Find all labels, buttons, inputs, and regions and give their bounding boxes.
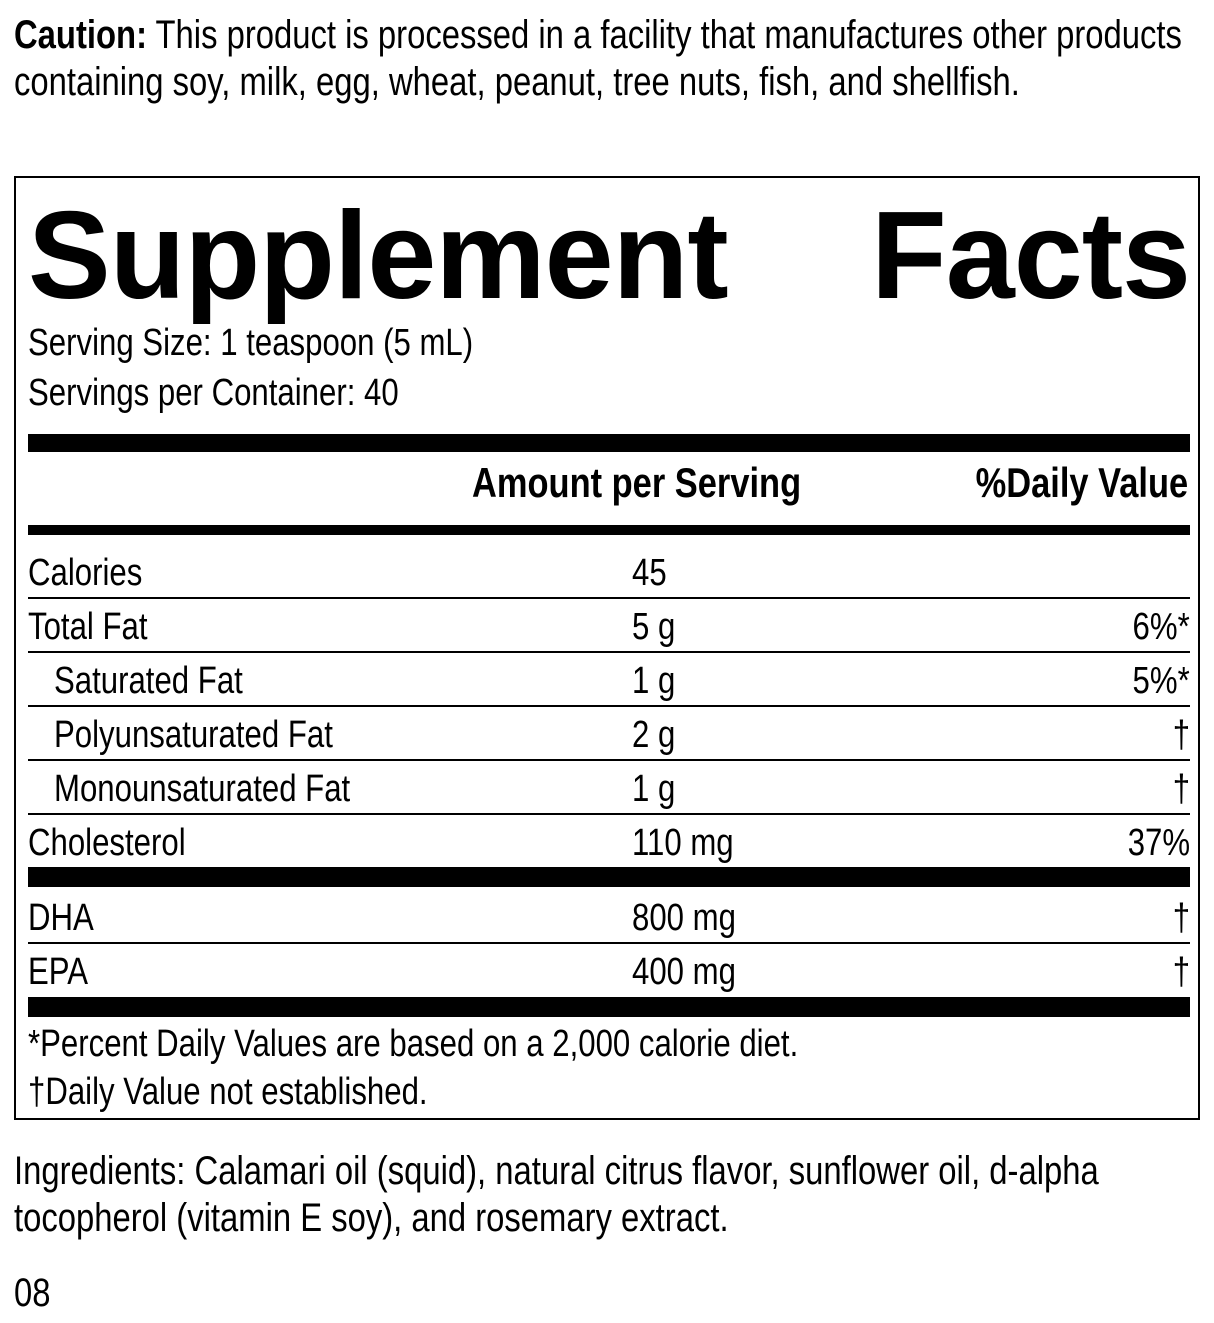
nutrient-row: Monounsaturated Fat 1 g † [28, 761, 1190, 815]
nutrient-amount: 800 mg [632, 897, 736, 939]
nutrient-amount: 5 g [632, 606, 676, 648]
nutrient-dv: 37% [1127, 822, 1190, 864]
caution-statement: Caution: This product is processed in a … [14, 12, 1211, 106]
product-code: 08 [14, 1271, 51, 1315]
ingredients-statement: Ingredients: Calamari oil (squid), natur… [14, 1149, 1099, 1240]
thick-divider [28, 434, 1190, 452]
nutrient-name: DHA [28, 897, 94, 939]
nutrient-row: EPA 400 mg † [28, 944, 1190, 998]
nutrient-name: Monounsaturated Fat [54, 768, 351, 810]
footnote-daily-values: *Percent Daily Values are based on a 2,0… [28, 1023, 799, 1065]
thick-divider [28, 997, 1190, 1017]
nutrient-dv: † [1172, 897, 1190, 939]
nutrient-row: Calories 45 [28, 545, 1190, 599]
nutrient-amount: 2 g [632, 714, 676, 756]
nutrient-row: Saturated Fat 1 g 5%* [28, 653, 1190, 707]
nutrient-row: Cholesterol 110 mg 37% [28, 815, 1190, 869]
thick-divider [28, 867, 1190, 887]
nutrient-row: DHA 800 mg † [28, 890, 1190, 944]
nutrient-dv: 6%* [1132, 606, 1190, 648]
panel-title: Supplement Facts [28, 187, 1191, 325]
nutrient-dv: † [1172, 714, 1190, 756]
nutrient-name: Polyunsaturated Fat [54, 714, 333, 756]
header-daily-value: %Daily Value [975, 459, 1188, 506]
footnote-dagger: †Daily Value not established. [28, 1071, 428, 1113]
nutrient-amount: 400 mg [632, 951, 736, 993]
medium-divider [28, 525, 1190, 535]
supplement-facts-panel: Supplement Facts Serving Size: 1 teaspoo… [14, 176, 1200, 1120]
caution-label: Caution: [14, 13, 147, 57]
nutrient-dv: 5%* [1132, 660, 1190, 702]
nutrient-row: Total Fat 5 g 6%* [28, 599, 1190, 653]
nutrient-amount: 1 g [632, 660, 676, 702]
nutrient-name: Total Fat [28, 606, 148, 648]
nutrient-amount: 110 mg [632, 822, 734, 864]
servings-per-container: Servings per Container: 40 [28, 372, 399, 414]
nutrient-dv: † [1172, 951, 1190, 993]
nutrient-row: Polyunsaturated Fat 2 g † [28, 707, 1190, 761]
nutrient-name: Saturated Fat [54, 660, 243, 702]
nutrient-amount: 45 [632, 552, 667, 594]
caution-text: This product is processed in a facility … [14, 13, 1182, 104]
serving-size: Serving Size: 1 teaspoon (5 mL) [28, 322, 474, 364]
nutrient-amount: 1 g [632, 768, 676, 810]
header-amount: Amount per Serving [472, 459, 802, 506]
nutrient-name: Calories [28, 552, 143, 594]
nutrient-name: Cholesterol [28, 822, 186, 864]
nutrient-name: EPA [28, 951, 89, 993]
nutrient-dv: † [1172, 768, 1190, 810]
